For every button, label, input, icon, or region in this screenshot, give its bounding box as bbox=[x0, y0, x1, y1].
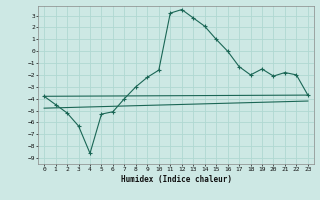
X-axis label: Humidex (Indice chaleur): Humidex (Indice chaleur) bbox=[121, 175, 231, 184]
